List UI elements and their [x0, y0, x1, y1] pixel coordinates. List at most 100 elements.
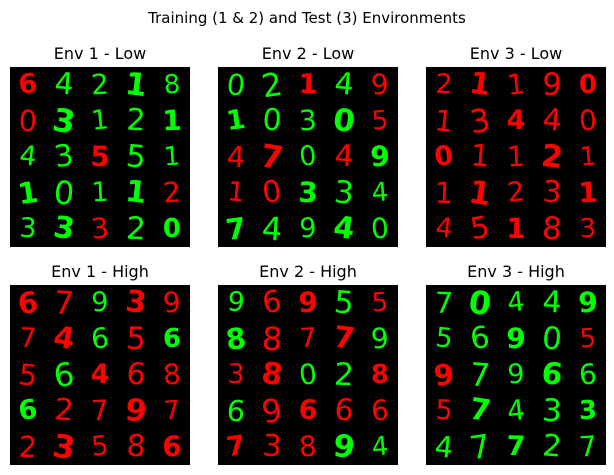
digit-glyph: 6: [259, 283, 285, 322]
digit-glyph: 6: [225, 393, 247, 429]
panel-title: Env 1 - Low: [53, 44, 147, 63]
digit-glyph: 8: [223, 320, 249, 358]
digit-glyph: 2: [53, 392, 75, 429]
digit-glyph: 0: [369, 211, 391, 246]
digit-glyph: 5: [89, 139, 111, 174]
panel-title: Env 3 - Low: [469, 44, 563, 63]
digit-glyph: 4: [370, 177, 390, 209]
digit-glyph: 2: [333, 356, 355, 394]
digit-glyph: 1: [90, 176, 110, 209]
digit-glyph: 8: [162, 69, 182, 101]
digit-glyph: 8: [370, 359, 390, 391]
digit-glyph: 0: [578, 69, 598, 101]
digit-glyph: 6: [333, 392, 356, 429]
digit-glyph: 9: [331, 427, 357, 467]
digit-glyph: 4: [506, 104, 526, 137]
digit-glyph: 5: [433, 322, 455, 355]
digit-glyph: 0: [18, 103, 38, 139]
digit-glyph: 7: [224, 429, 248, 464]
digit-glyph: 6: [298, 394, 318, 427]
digit-glyph: 7: [577, 429, 599, 464]
digit-glyph: 6: [539, 355, 565, 394]
digit-glyph: 4: [17, 140, 39, 173]
digit-glyph: 9: [298, 212, 318, 245]
digit-glyph: 5: [370, 287, 390, 319]
digit-glyph: 6: [125, 356, 148, 393]
digit-glyph: 3: [466, 100, 494, 142]
digit-glyph: 9: [161, 285, 183, 320]
digit-glyph: 6: [467, 319, 493, 358]
digit-glyph: 1: [161, 103, 183, 138]
panel-title: Env 2 - Low: [261, 44, 355, 63]
digit-glyph: 9: [90, 286, 110, 319]
figure-title: Training (1 & 2) and Test (3) Environmen…: [148, 9, 466, 27]
digit-glyph: 0: [162, 213, 182, 245]
digit-glyph: 8: [125, 428, 147, 465]
digit-glyph: 4: [433, 429, 455, 465]
digit-glyph: 0: [331, 101, 357, 141]
digit-glyph: 4: [53, 66, 75, 103]
digit-glyph: 0: [225, 67, 247, 103]
digit-glyph: 4: [433, 212, 455, 245]
digit-glyph: 7: [162, 395, 182, 427]
digit-glyph: 0: [432, 139, 456, 174]
digit-glyph: 7: [434, 285, 454, 321]
digit-glyph: 2: [161, 175, 183, 210]
digit-glyph: 9: [431, 356, 457, 394]
digit-glyph: 7: [298, 322, 318, 355]
digit-glyph: 6: [162, 323, 182, 355]
digit-glyph: 1: [89, 104, 111, 137]
digit-glyph: 1: [506, 139, 526, 174]
digit-glyph: 4: [541, 284, 563, 321]
digit-glyph: 3: [298, 103, 318, 138]
digit-glyph: 1: [224, 103, 248, 138]
digit-glyph: 2: [18, 429, 38, 465]
digit-glyph: 2: [505, 176, 527, 209]
digit-glyph: 9: [369, 321, 391, 356]
digit-glyph: 5: [578, 323, 598, 355]
digit-glyph: 1: [298, 68, 318, 101]
digit-glyph: 9: [258, 390, 286, 432]
digit-glyph: 9: [541, 66, 563, 104]
digit-glyph: 5: [17, 357, 39, 393]
digit-glyph: 3: [297, 175, 319, 210]
digit-glyph: 6: [50, 354, 78, 396]
digit-glyph: 3: [332, 174, 356, 212]
panel-title: Env 1 - High: [51, 262, 149, 281]
digit-glyph: 7: [52, 283, 76, 323]
digit-glyph: 0: [297, 357, 319, 392]
digit-glyph: 3: [541, 392, 563, 430]
digit-glyph: 3: [578, 395, 598, 427]
digit-glyph: 5: [467, 209, 493, 248]
digit-glyph: 9: [505, 321, 527, 356]
digit-glyph: 3: [18, 212, 38, 245]
panel-title: Env 2 - High: [259, 262, 357, 281]
digit-glyph: 6: [16, 67, 40, 102]
digit-glyph: 0: [261, 102, 283, 139]
digit-glyph: 7: [466, 426, 494, 468]
digit-glyph: 5: [89, 430, 111, 463]
digit-glyph: 4: [226, 139, 246, 175]
digit-glyph: 0: [52, 173, 76, 213]
digit-glyph: 1: [434, 175, 454, 211]
digit-glyph: 4: [541, 102, 564, 139]
digit-glyph: 1: [433, 103, 455, 139]
digit-glyph: 7: [331, 319, 357, 358]
digit-glyph: 3: [89, 211, 111, 246]
digit-glyph: 4: [370, 431, 390, 463]
digit-glyph: 8: [540, 210, 564, 248]
digit-glyph: 6: [577, 357, 599, 392]
digit-glyph: 6: [15, 284, 41, 322]
digit-glyph: 2: [258, 64, 286, 106]
digit-glyph: 9: [225, 286, 247, 319]
digit-glyph: 1: [577, 175, 599, 210]
digit-glyph: 2: [125, 102, 147, 139]
digit-glyph: 0: [577, 103, 599, 138]
digit-glyph: 2: [90, 67, 110, 102]
digit-glyph: 4: [331, 209, 357, 248]
digit-glyph: 1: [15, 174, 41, 212]
